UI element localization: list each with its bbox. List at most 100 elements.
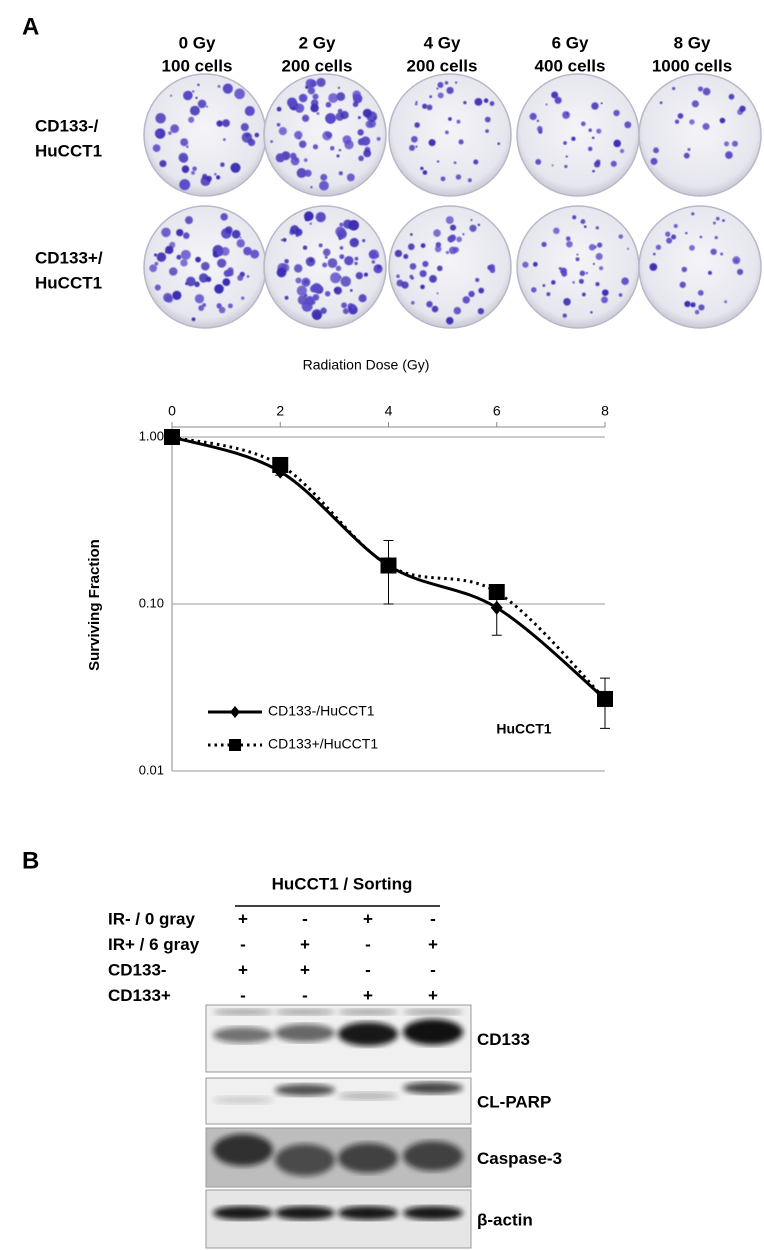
colony xyxy=(456,236,462,243)
colony xyxy=(165,245,174,255)
colony xyxy=(346,173,355,182)
colony xyxy=(322,262,328,268)
colony xyxy=(236,239,245,248)
colony xyxy=(180,249,191,260)
colony xyxy=(714,235,718,240)
colony xyxy=(419,270,427,278)
colony xyxy=(401,281,409,289)
colony xyxy=(478,287,485,294)
colony xyxy=(624,121,632,129)
colony xyxy=(409,144,416,151)
condition-mark: + xyxy=(300,960,310,979)
marker xyxy=(272,456,289,473)
colony xyxy=(484,116,491,123)
colony xyxy=(462,233,465,236)
blot-band xyxy=(338,1092,398,1100)
colony xyxy=(180,138,189,147)
legend-marker xyxy=(229,739,241,751)
colony xyxy=(282,238,287,242)
colony xyxy=(450,224,457,231)
colony xyxy=(734,259,739,263)
column-label: 400 cells xyxy=(535,56,606,75)
colony xyxy=(536,119,540,123)
plate-dish xyxy=(388,205,512,329)
colony xyxy=(595,253,603,261)
colony xyxy=(473,159,479,165)
colony xyxy=(294,130,303,140)
colony xyxy=(672,86,676,91)
colony xyxy=(337,86,341,90)
colony xyxy=(532,261,538,267)
colony xyxy=(335,226,346,237)
blot-band xyxy=(403,1019,463,1045)
colony xyxy=(697,289,704,296)
colony xyxy=(489,101,495,106)
column-label: 200 cells xyxy=(282,56,353,75)
colony xyxy=(205,276,212,283)
colony xyxy=(340,276,351,287)
blot-band xyxy=(338,1143,398,1173)
colony xyxy=(462,296,470,304)
colony xyxy=(551,164,554,167)
colony xyxy=(420,243,426,248)
condition-mark: - xyxy=(302,986,308,1005)
blot-band xyxy=(213,1009,273,1015)
blot-band xyxy=(275,1206,335,1220)
colony xyxy=(683,152,690,159)
colony xyxy=(191,317,196,322)
blot-label: CD133 xyxy=(477,1030,530,1049)
colony xyxy=(453,306,462,315)
colony xyxy=(551,280,556,285)
colony xyxy=(320,173,328,181)
colony xyxy=(467,178,472,183)
colony xyxy=(339,254,345,260)
colony xyxy=(598,266,604,271)
colony xyxy=(685,231,688,235)
colony xyxy=(309,258,314,263)
colony xyxy=(655,244,662,250)
colony xyxy=(357,116,361,120)
colony xyxy=(576,253,579,256)
colony xyxy=(468,290,475,298)
colony xyxy=(349,289,353,292)
colony xyxy=(458,139,464,145)
colony xyxy=(284,259,289,264)
colony xyxy=(337,108,343,114)
colony xyxy=(652,252,656,256)
colony xyxy=(231,229,241,239)
colony xyxy=(580,219,586,225)
colony xyxy=(290,225,300,235)
colony xyxy=(170,124,180,134)
colony xyxy=(330,272,341,284)
colony xyxy=(352,90,361,100)
colony xyxy=(241,132,253,143)
colony xyxy=(197,83,200,87)
colony xyxy=(301,277,311,287)
colony xyxy=(176,254,182,260)
plate xyxy=(143,205,267,329)
colony xyxy=(303,158,308,163)
marker xyxy=(597,690,613,707)
colony xyxy=(426,301,433,308)
colony xyxy=(216,303,222,309)
blot-band xyxy=(213,1027,273,1043)
colony xyxy=(304,216,310,222)
colony xyxy=(572,281,575,284)
header: HuCCT1 / Sorting xyxy=(272,874,413,893)
colony xyxy=(483,98,489,103)
colony xyxy=(298,93,308,103)
plate xyxy=(388,73,512,197)
colony xyxy=(721,219,725,222)
colony xyxy=(355,272,364,280)
colony xyxy=(583,225,587,229)
condition-label: IR- / 0 gray xyxy=(108,909,195,928)
colony xyxy=(155,130,161,136)
colony xyxy=(414,102,418,106)
colony xyxy=(324,290,331,297)
plate xyxy=(516,73,640,197)
colony xyxy=(445,250,450,255)
blot-band xyxy=(338,1009,398,1015)
colony xyxy=(335,112,345,121)
colony xyxy=(449,234,457,242)
